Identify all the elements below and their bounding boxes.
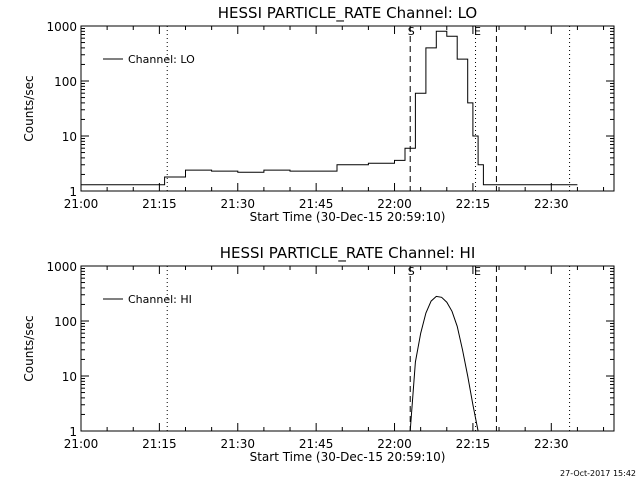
x-tick-label: 21:00: [64, 437, 99, 451]
chart-panel-1: HESSI PARTICLE_RATE Channel: LO 21:00 21:1…: [22, 4, 615, 224]
y-axis-label: Counts/sec: [22, 75, 36, 141]
y-tick-label: 10: [62, 370, 77, 384]
start-marker-label: S: [408, 25, 415, 38]
x-tick-label: 21:30: [220, 197, 255, 211]
data-series-line: [81, 30, 578, 186]
x-tick-label: 21:30: [220, 437, 255, 451]
y-tick-label: 1000: [46, 260, 77, 274]
chart-title: HESSI PARTICLE_RATE Channel: HI: [220, 244, 476, 263]
end-marker-label: E: [474, 265, 481, 278]
generation-timestamp: 27-Oct-2017 15:42: [560, 469, 636, 478]
x-axis-label: Start Time (30-Dec-15 20:59:10): [250, 450, 446, 464]
x-tick-label: 22:30: [534, 437, 569, 451]
x-tick-label: 21:45: [299, 197, 334, 211]
chart-title: HESSI PARTICLE_RATE Channel: LO: [218, 4, 477, 23]
x-tick-label: 21:15: [142, 437, 177, 451]
data-series-line: [409, 295, 479, 432]
x-tick-label: 22:15: [456, 437, 491, 451]
y-tick-label: 10: [62, 130, 77, 144]
legend-label: Channel: HI: [128, 293, 192, 306]
y-tick-label: 1: [69, 425, 77, 439]
y-tick-label: 1000: [46, 20, 77, 34]
x-tick-label: 21:45: [299, 437, 334, 451]
start-marker-label: S: [408, 265, 415, 278]
chart-panel-2: HESSI PARTICLE_RATE Channel: HI 21:00 21:1…: [22, 244, 615, 464]
x-axis-label: Start Time (30-Dec-15 20:59:10): [250, 210, 446, 224]
end-marker-label: E: [474, 25, 481, 38]
x-tick-label: 21:15: [142, 197, 177, 211]
x-tick-label: 22:00: [377, 197, 412, 211]
x-tick-label: 22:15: [456, 197, 491, 211]
legend-label: Channel: LO: [128, 53, 195, 66]
y-tick-label: 100: [54, 75, 77, 89]
y-tick-label: 1: [69, 185, 77, 199]
x-tick-label: 22:30: [534, 197, 569, 211]
plot-frame: [80, 265, 615, 432]
y-axis-label: Counts/sec: [22, 315, 36, 381]
y-tick-label: 100: [54, 315, 77, 329]
x-tick-label: 22:00: [377, 437, 412, 451]
plot-frame: [80, 25, 615, 192]
x-tick-label: 21:00: [64, 197, 99, 211]
